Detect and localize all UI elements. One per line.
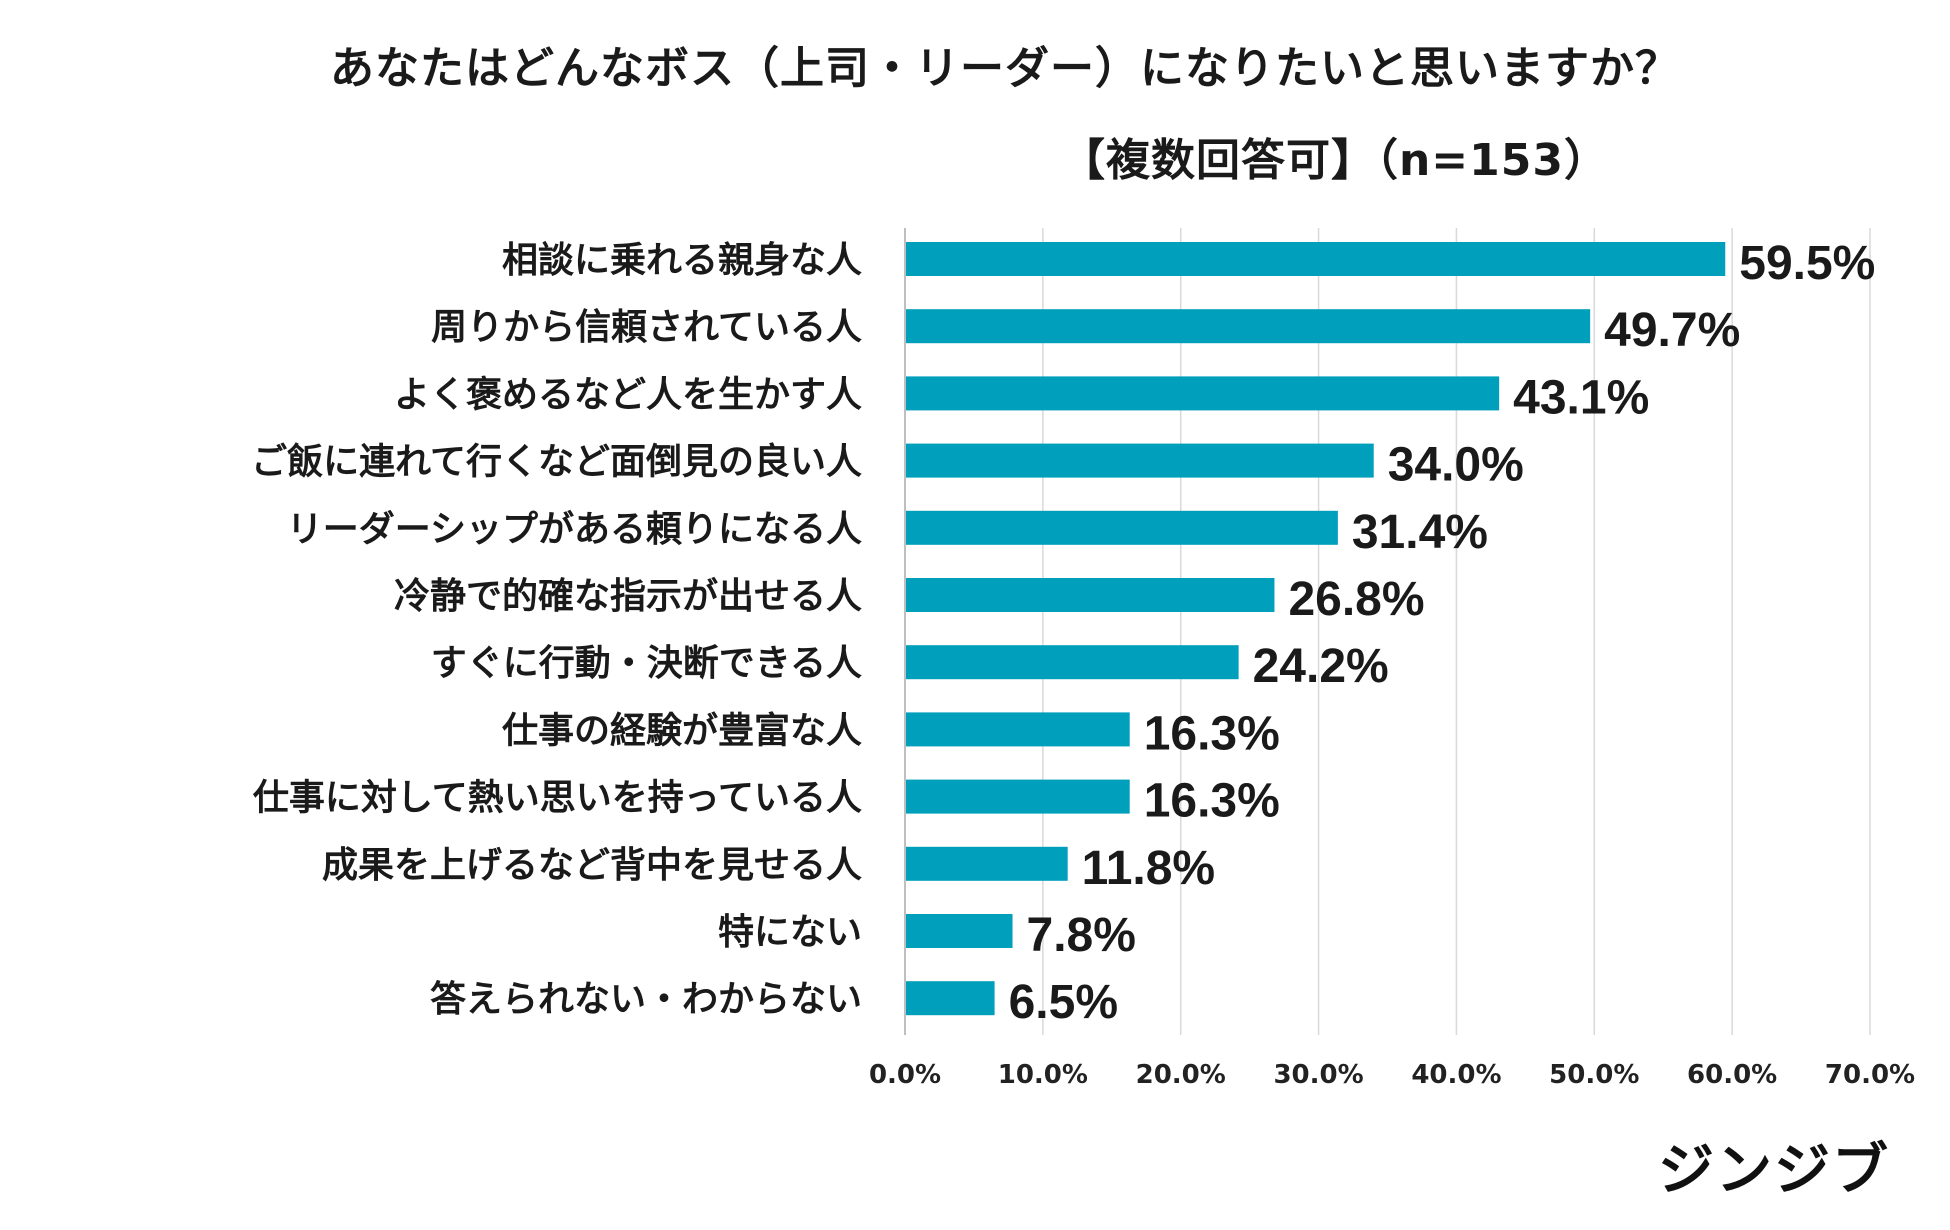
x-tick-label: 70.0% bbox=[1825, 1060, 1915, 1090]
x-tick-label: 20.0% bbox=[1136, 1060, 1226, 1090]
bar bbox=[906, 242, 1726, 276]
bar bbox=[906, 914, 1013, 948]
bar bbox=[906, 578, 1275, 612]
data-label: 43.1% bbox=[1513, 371, 1649, 424]
category-label: 冷静で的確な指示が出せる人 bbox=[394, 576, 862, 617]
x-tick-label: 40.0% bbox=[1411, 1060, 1501, 1090]
category-label: リーダーシップがある頼りになる人 bbox=[287, 509, 862, 550]
category-label: すぐに行動・決断できる人 bbox=[431, 643, 862, 684]
x-tick-label: 30.0% bbox=[1273, 1060, 1363, 1090]
data-label: 16.3% bbox=[1144, 775, 1280, 828]
x-tick-label: 60.0% bbox=[1687, 1060, 1777, 1090]
bar bbox=[906, 712, 1130, 747]
brand-logo: ジンジブ bbox=[1658, 1138, 1890, 1203]
bar bbox=[906, 309, 1591, 344]
chart-title-block: あなたはどんなボス（上司・リーダー）になりたいと思いますか？ 【複数回答可】（n… bbox=[0, 32, 1950, 188]
bar bbox=[906, 981, 995, 1016]
data-label: 24.2% bbox=[1253, 640, 1389, 693]
data-label: 59.5% bbox=[1739, 237, 1875, 290]
x-tick-label: 50.0% bbox=[1549, 1060, 1639, 1090]
x-tick-label: 0.0% bbox=[869, 1060, 941, 1090]
bar bbox=[906, 443, 1374, 478]
category-label: ご飯に連れて行くなど面倒見の良い人 bbox=[251, 442, 862, 483]
category-label: よく褒めるなど人を生かす人 bbox=[394, 374, 862, 415]
chart-subtitle: 【複数回答可】（n=153） bbox=[1060, 135, 1610, 186]
x-tick-label: 10.0% bbox=[998, 1060, 1088, 1090]
bar bbox=[906, 645, 1239, 680]
category-label: 仕事の経験が豊富な人 bbox=[502, 709, 862, 751]
bar bbox=[906, 779, 1130, 814]
bar bbox=[906, 376, 1500, 411]
category-label: 答えられない・わからない bbox=[430, 979, 862, 1020]
chart-title: あなたはどんなボス（上司・リーダー）になりたいと思いますか？ bbox=[330, 43, 1680, 94]
category-label: 特にない bbox=[718, 912, 862, 953]
category-label: 仕事に対して熱い思いを持っている人 bbox=[253, 778, 862, 819]
category-label: 相談に乗れる親身な人 bbox=[502, 240, 862, 281]
bar bbox=[906, 510, 1338, 545]
data-label: 49.7% bbox=[1604, 304, 1740, 357]
data-label: 31.4% bbox=[1352, 506, 1488, 559]
category-label: 周りから信頼されている人 bbox=[431, 307, 862, 348]
data-label: 6.5% bbox=[1009, 976, 1118, 1029]
data-label: 26.8% bbox=[1288, 573, 1424, 626]
data-label: 11.8% bbox=[1082, 842, 1215, 895]
bar bbox=[906, 846, 1068, 881]
data-label: 34.0% bbox=[1388, 439, 1524, 492]
data-label: 7.8% bbox=[1027, 909, 1136, 962]
data-label: 16.3% bbox=[1144, 707, 1280, 760]
category-label: 成果を上げるなど背中を見せる人 bbox=[322, 845, 862, 886]
